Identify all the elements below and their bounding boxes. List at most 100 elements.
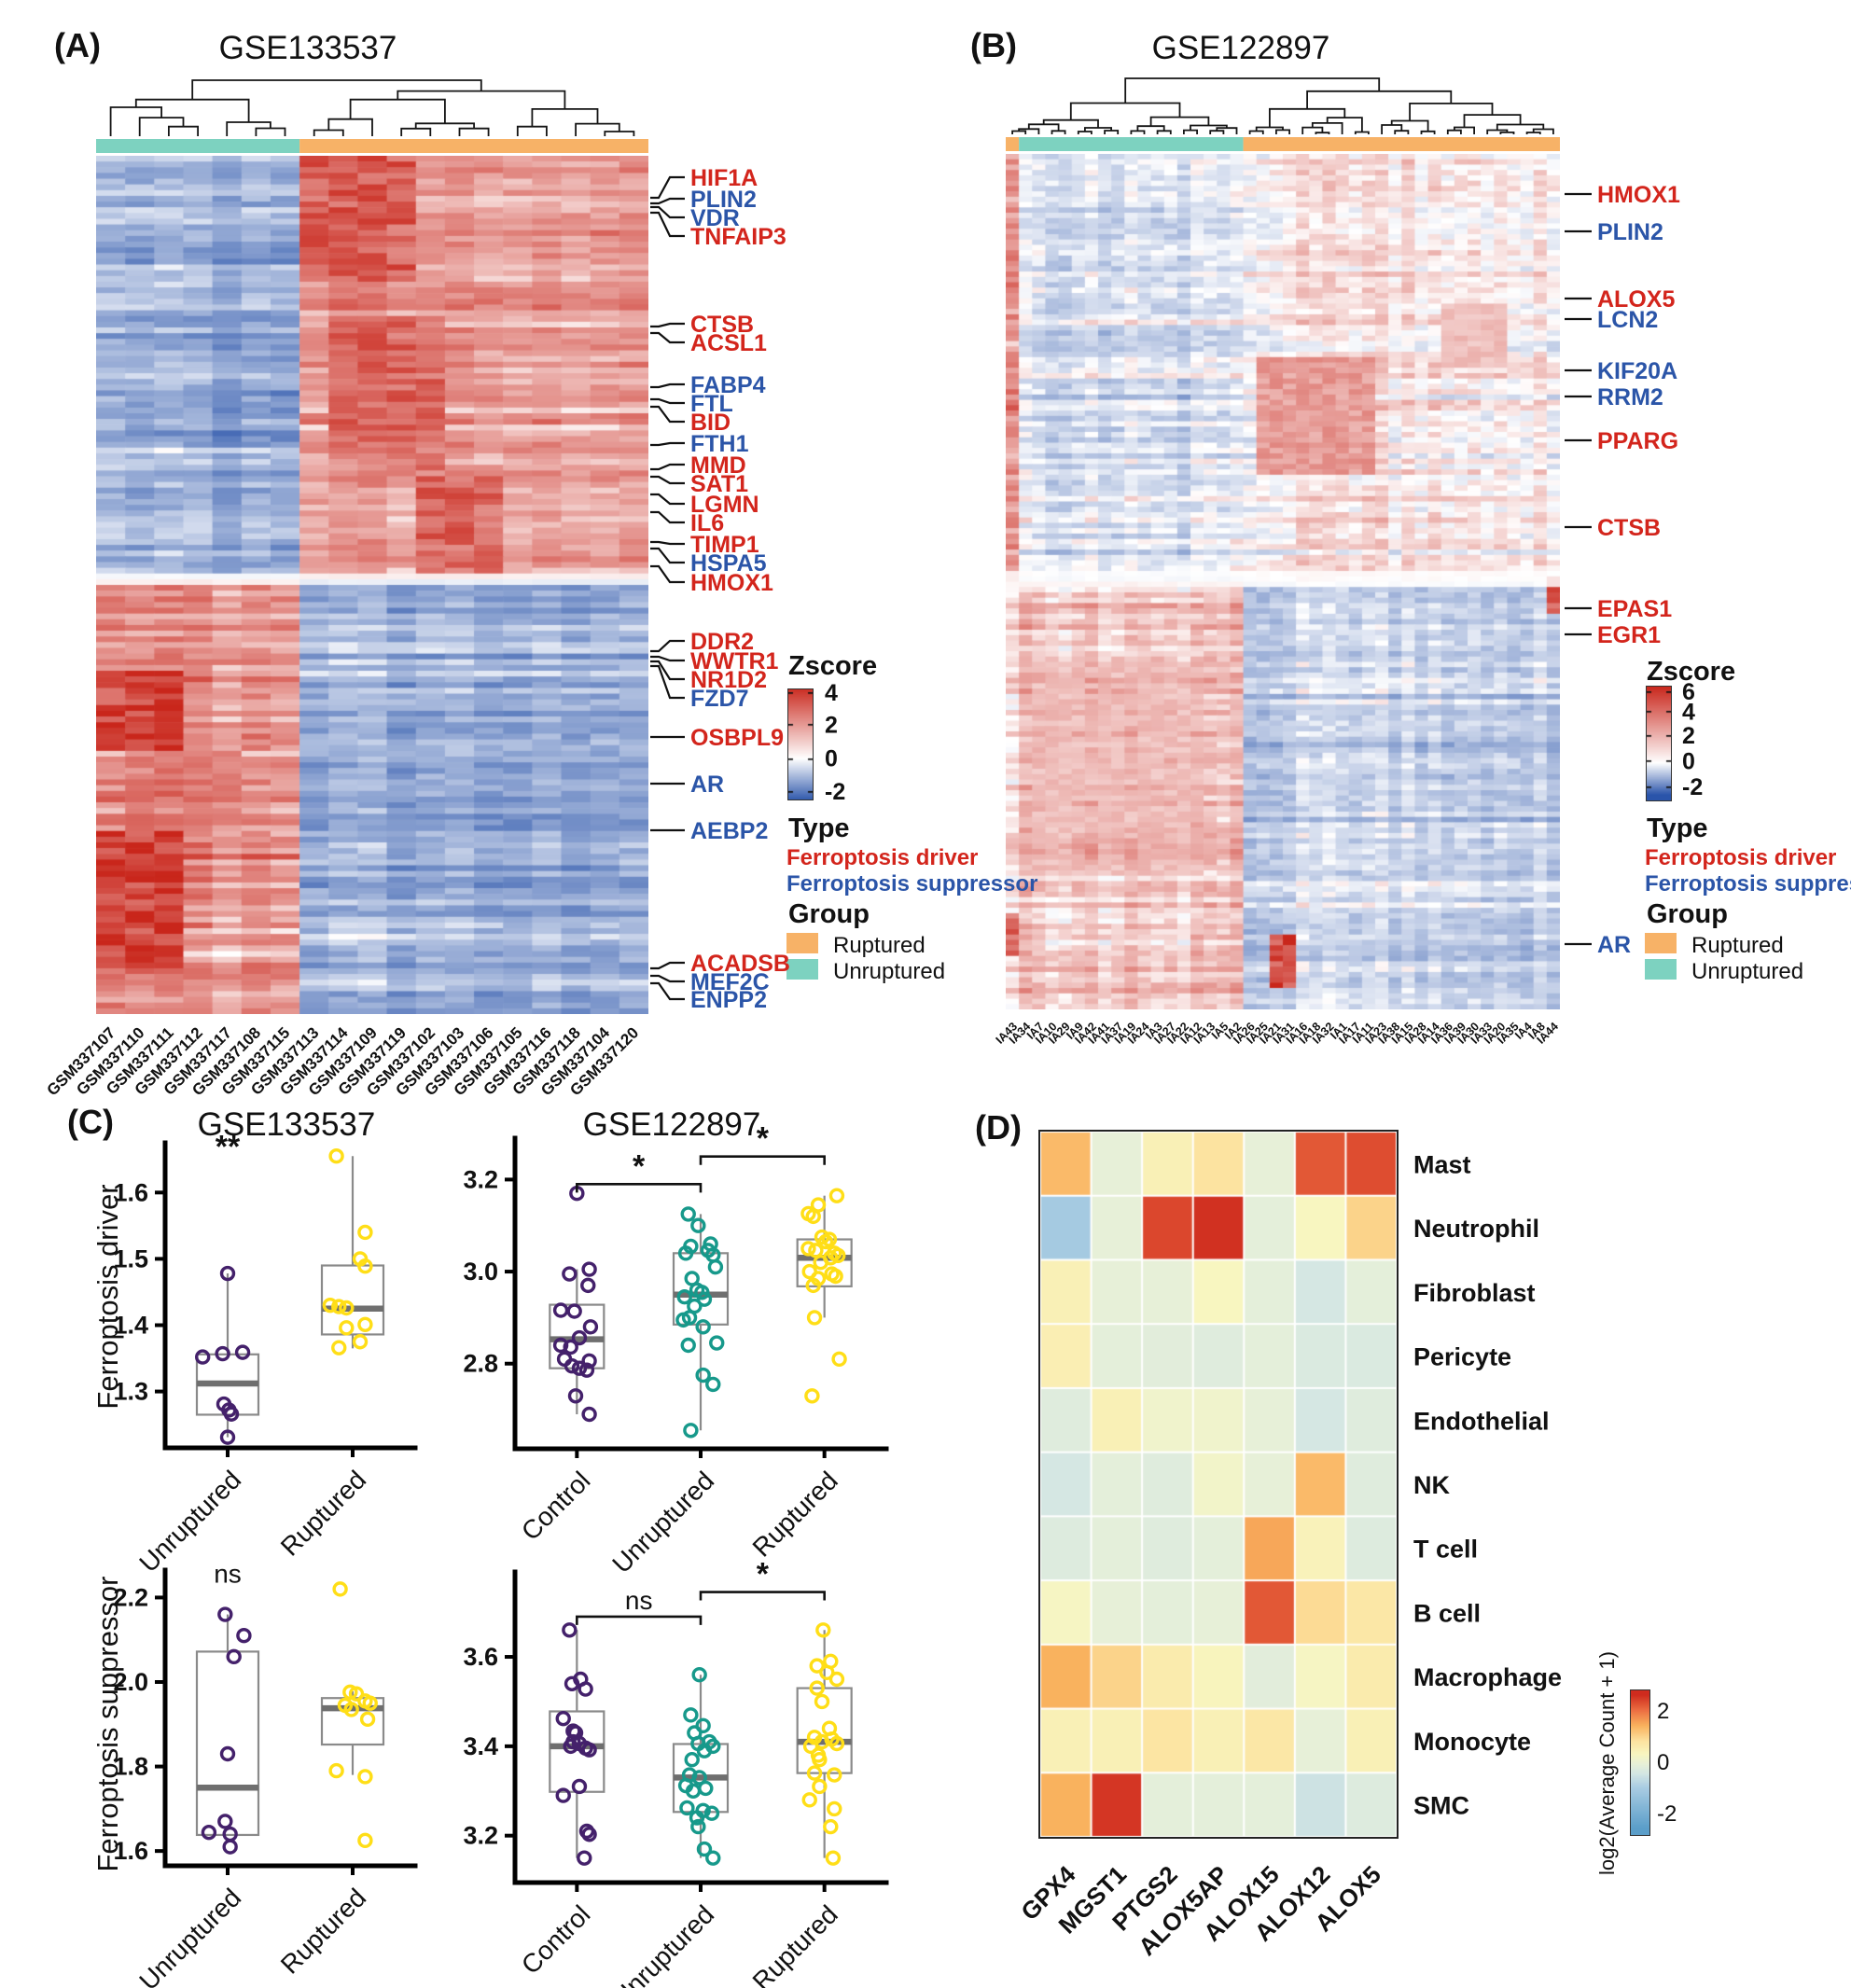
data-point	[827, 1800, 842, 1817]
heatmap-a-title: GSE133537	[218, 30, 397, 66]
gene-label-PLIN2: PLIN2	[690, 187, 757, 213]
colorbar-tick-label: 2	[1682, 723, 1695, 749]
data-point	[352, 1334, 369, 1350]
group-label-unruptured-a: Unruptured	[833, 959, 946, 984]
gene-tick	[650, 639, 685, 653]
colorbar-tick-label: 0	[825, 746, 838, 772]
data-point	[676, 1288, 692, 1305]
box	[320, 1264, 385, 1336]
type-legend-title-a: Type	[788, 813, 850, 843]
x-group-label: Unruptured	[606, 1899, 719, 1988]
panel-label-d: (D)	[975, 1108, 1022, 1147]
zscore-legend-title-b: Zscore	[1647, 657, 1736, 687]
data-point	[812, 1778, 828, 1795]
data-point	[217, 1606, 233, 1622]
significance-label: **	[216, 1130, 241, 1165]
data-point	[808, 1243, 824, 1258]
gene-label-HIF1A: HIF1A	[690, 165, 758, 191]
gene-label-HMOX1: HMOX1	[690, 570, 773, 596]
y-tick-label: 1.6	[113, 1178, 148, 1206]
data-point	[226, 1648, 242, 1665]
data-point	[343, 1702, 359, 1717]
data-point	[809, 1680, 825, 1696]
gene-label-DDR2: DDR2	[690, 629, 754, 655]
dendrogram	[1011, 77, 1554, 134]
data-point	[806, 1765, 823, 1781]
data-point	[802, 1738, 819, 1755]
x-group-label: Ruptured	[275, 1883, 371, 1979]
data-point	[222, 1839, 238, 1855]
data-point	[805, 1208, 821, 1225]
data-point	[236, 1627, 252, 1644]
data-point	[679, 1800, 695, 1816]
significance-label: *	[757, 1557, 770, 1592]
data-point	[680, 1206, 696, 1222]
heatmap-b-title: GSE122897	[1151, 30, 1330, 66]
type-legend-driver-a: Ferroptosis driver	[786, 845, 979, 870]
gene-label-ENPP2: ENPP2	[690, 987, 767, 1013]
x-group-label: Ruptured	[275, 1465, 371, 1561]
data-point	[571, 1329, 588, 1346]
colorbar-tick-label: -2	[1682, 774, 1703, 800]
data-point	[695, 1319, 711, 1335]
panel-label-b: (B)	[970, 26, 1017, 64]
data-point	[814, 1693, 830, 1710]
gene-tick	[650, 961, 685, 970]
data-point	[806, 1310, 823, 1326]
gene-label-LGMN: LGMN	[690, 492, 759, 518]
data-point	[194, 1349, 211, 1365]
data-point	[562, 1622, 578, 1638]
y-tick-label: 2.2	[113, 1583, 148, 1611]
data-point	[691, 1770, 707, 1786]
data-point	[828, 1735, 845, 1752]
gene-tick	[650, 441, 685, 447]
gene-label-EPAS1: EPAS1	[1597, 596, 1672, 622]
group-bar-segment	[299, 139, 648, 153]
gene-label-EGR1: EGR1	[1597, 622, 1661, 648]
gene-label-IL6: IL6	[690, 510, 724, 536]
gene-label-CTSB: CTSB	[1597, 515, 1661, 541]
group-bar-segment	[1019, 137, 1244, 151]
data-point	[683, 1707, 699, 1723]
significance-bracket	[576, 1615, 703, 1625]
type-legend-title-b: Type	[1647, 813, 1708, 843]
data-point	[581, 1827, 597, 1842]
data-point	[690, 1217, 706, 1233]
data-point	[677, 1245, 694, 1261]
data-point	[696, 1841, 713, 1857]
gene-label-FZD7: FZD7	[690, 686, 749, 712]
group-label-unruptured-b: Unruptured	[1691, 959, 1804, 984]
gene-tick	[650, 974, 685, 983]
data-point	[800, 1241, 816, 1257]
boxplot-driver-GSE122897: 2.8 3.0 3.2 Control Unruptured Ruptured * *	[463, 1121, 889, 1578]
data-point	[805, 1277, 821, 1294]
gene-tick	[650, 981, 685, 1001]
gene-label-VDR: VDR	[690, 205, 740, 231]
gene-label-FTH1: FTH1	[690, 431, 749, 457]
data-point	[219, 1745, 236, 1762]
gene-label-FTL: FTL	[690, 391, 733, 417]
gene-label-HSPA5: HSPA5	[690, 550, 767, 577]
data-point	[571, 1360, 588, 1376]
y-tick-label: 1.6	[113, 1837, 148, 1865]
celltype-row-label-Neutrophil: Neutrophil	[1413, 1215, 1539, 1243]
gene-tick	[650, 493, 685, 506]
y-tick-label: 3.2	[463, 1822, 498, 1850]
celltype-row-label-Fibroblast: Fibroblast	[1413, 1279, 1536, 1307]
data-point	[357, 1769, 373, 1785]
data-point	[707, 1258, 724, 1275]
gene-label-CTSB: CTSB	[690, 312, 754, 338]
gene-label-TIMP1: TIMP1	[690, 532, 759, 558]
data-point	[359, 1711, 376, 1728]
data-point	[328, 1762, 344, 1779]
gene-tick	[650, 397, 685, 405]
colorbar-tick-label: -2	[1657, 1801, 1677, 1827]
gene-label-SAT1: SAT1	[690, 471, 748, 497]
data-point	[675, 1312, 691, 1328]
data-point	[830, 1247, 846, 1264]
gene-label-AEBP2: AEBP2	[690, 818, 768, 844]
gene-label-LCN2: LCN2	[1597, 307, 1658, 333]
significance-bracket	[699, 1155, 826, 1165]
data-point	[555, 1710, 571, 1727]
